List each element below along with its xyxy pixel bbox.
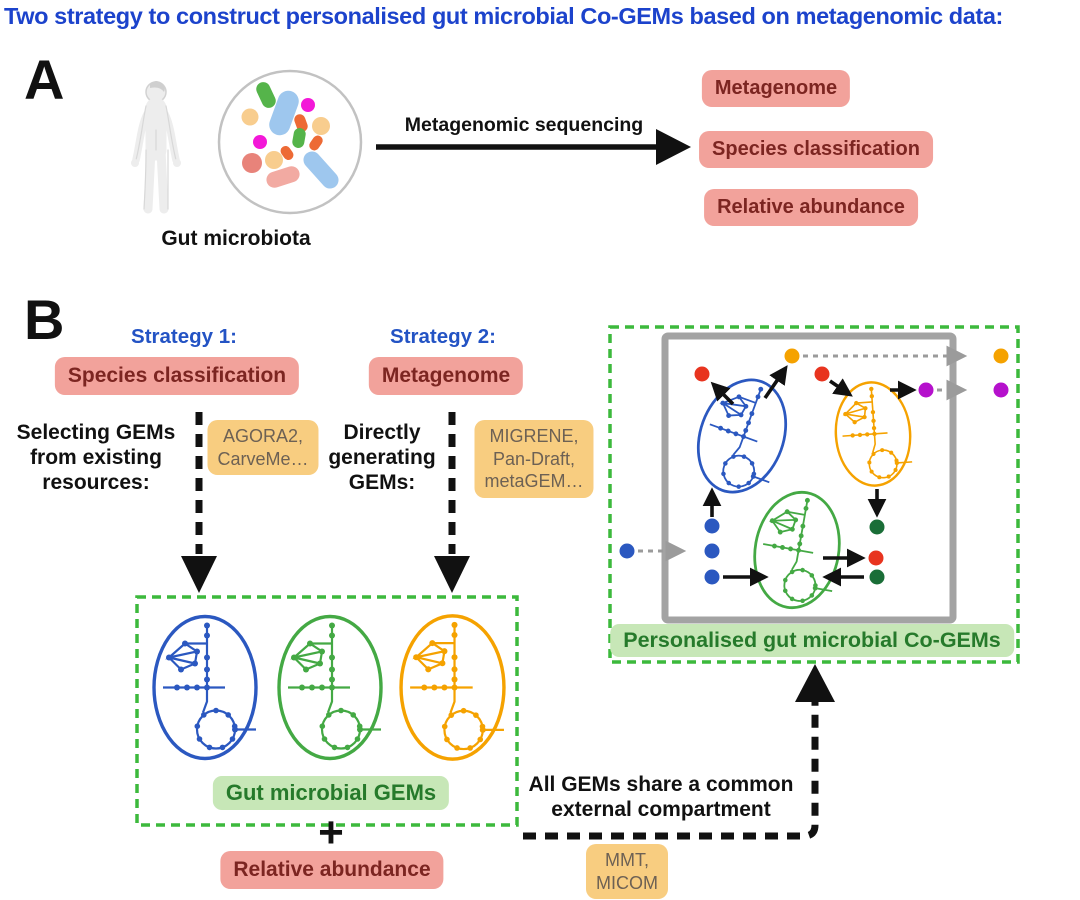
output-relative-abundance: Relative abundance bbox=[704, 189, 918, 226]
exchange-arrows bbox=[702, 365, 917, 587]
merge-tools: MMT, MICOM bbox=[586, 844, 668, 899]
shared-compartment-border bbox=[661, 332, 957, 624]
merge-note: All GEMs share a common external compart… bbox=[528, 773, 794, 821]
output-species-classification: Species classification bbox=[699, 131, 933, 168]
strategy1-title: Strategy 1: bbox=[131, 325, 237, 348]
metabolite-dots bbox=[619, 348, 1009, 585]
panel-b-label: B bbox=[24, 288, 65, 351]
metagenomic-sequencing-arrow bbox=[376, 129, 691, 165]
gut-microbiota-circle-icon bbox=[217, 69, 363, 215]
cogems-label: Personalised gut microbial Co-GEMs bbox=[610, 624, 1014, 657]
gem-ellipse-orange bbox=[399, 614, 506, 761]
strategy1-input: Species classification bbox=[54, 357, 300, 395]
gems-box-border bbox=[135, 595, 519, 827]
gut-microbial-gems-label: Gut microbial GEMs bbox=[212, 776, 450, 810]
plus-sign: + bbox=[318, 808, 344, 857]
cogem-ellipse-orange bbox=[831, 378, 915, 490]
strategy1-tools: AGORA2, CarveMe… bbox=[207, 420, 319, 475]
gem-ellipse-green bbox=[277, 614, 383, 761]
cogem-ellipse-blue bbox=[681, 366, 803, 506]
relative-abundance-input: Relative abundance bbox=[220, 851, 444, 889]
strategy2-method: Directly generating GEMs: bbox=[328, 421, 436, 494]
output-metagenome: Metagenome bbox=[701, 70, 851, 107]
metagenomic-sequencing-label: Metagenomic sequencing bbox=[404, 114, 644, 136]
strategy1-arrow bbox=[181, 412, 217, 593]
human-silhouette-icon bbox=[131, 81, 181, 214]
merge-arrow bbox=[523, 664, 835, 840]
panel-a-label: A bbox=[24, 48, 65, 111]
strategy2-tools: MIGRENE, Pan-Draft, metaGEM… bbox=[474, 420, 594, 498]
import-export-arrows bbox=[638, 345, 968, 562]
strategy2-input: Metagenome bbox=[368, 357, 524, 395]
gut-microbiota-label: Gut microbiota bbox=[161, 227, 311, 250]
strategy1-method: Selecting GEMs from existing resources: bbox=[16, 421, 176, 494]
gem-ellipse-blue bbox=[152, 614, 258, 761]
cogem-ellipse-green bbox=[744, 484, 850, 616]
strategy2-arrow bbox=[434, 412, 470, 593]
strategy2-title: Strategy 2: bbox=[390, 325, 496, 348]
cogems-box-border bbox=[608, 325, 1020, 664]
page-title: Two strategy to construct personalised g… bbox=[4, 3, 1003, 29]
